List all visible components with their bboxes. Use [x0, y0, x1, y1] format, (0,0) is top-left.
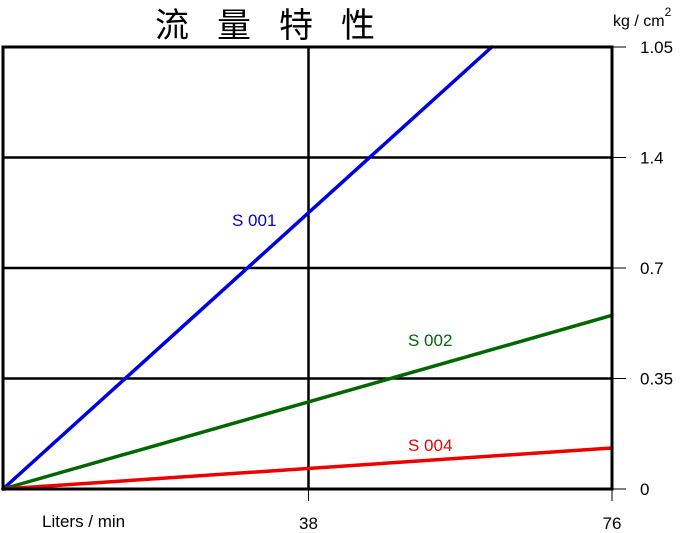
series-label-2: S 002: [408, 331, 452, 350]
y-axis-unit-superscript: 2: [665, 5, 672, 19]
series-label-3: S 004: [408, 436, 452, 455]
series-line-2: [1, 313, 614, 491]
y-tick-label: 0.35: [640, 370, 673, 389]
chart-title: 流量特性: [155, 6, 403, 46]
series-labels: S 001 S 002 S 004: [232, 211, 452, 455]
series-layer: [1, 45, 614, 491]
x-tick-label: 76: [603, 514, 622, 533]
y-tick-label: 0.7: [640, 259, 664, 278]
y-tick-label: 1.05: [640, 38, 673, 57]
y-tick-label: 1.4: [640, 149, 664, 168]
series-line-1: [1, 45, 494, 491]
series-label-1: S 001: [232, 211, 276, 230]
y-axis-unit-label: kg / cm2: [613, 5, 672, 30]
grid-lines: [3, 47, 612, 489]
x-tick-label: 38: [299, 514, 318, 533]
x-axis-ticks: 38 76: [299, 489, 621, 533]
series-line-3: [1, 446, 614, 491]
x-axis-label: Liters / min: [42, 512, 125, 531]
y-axis-unit: kg / cm: [613, 13, 665, 30]
y-axis-ticks: 0 0.35 0.7 1.4 1.05: [612, 38, 673, 499]
y-tick-label: 0: [640, 480, 649, 499]
